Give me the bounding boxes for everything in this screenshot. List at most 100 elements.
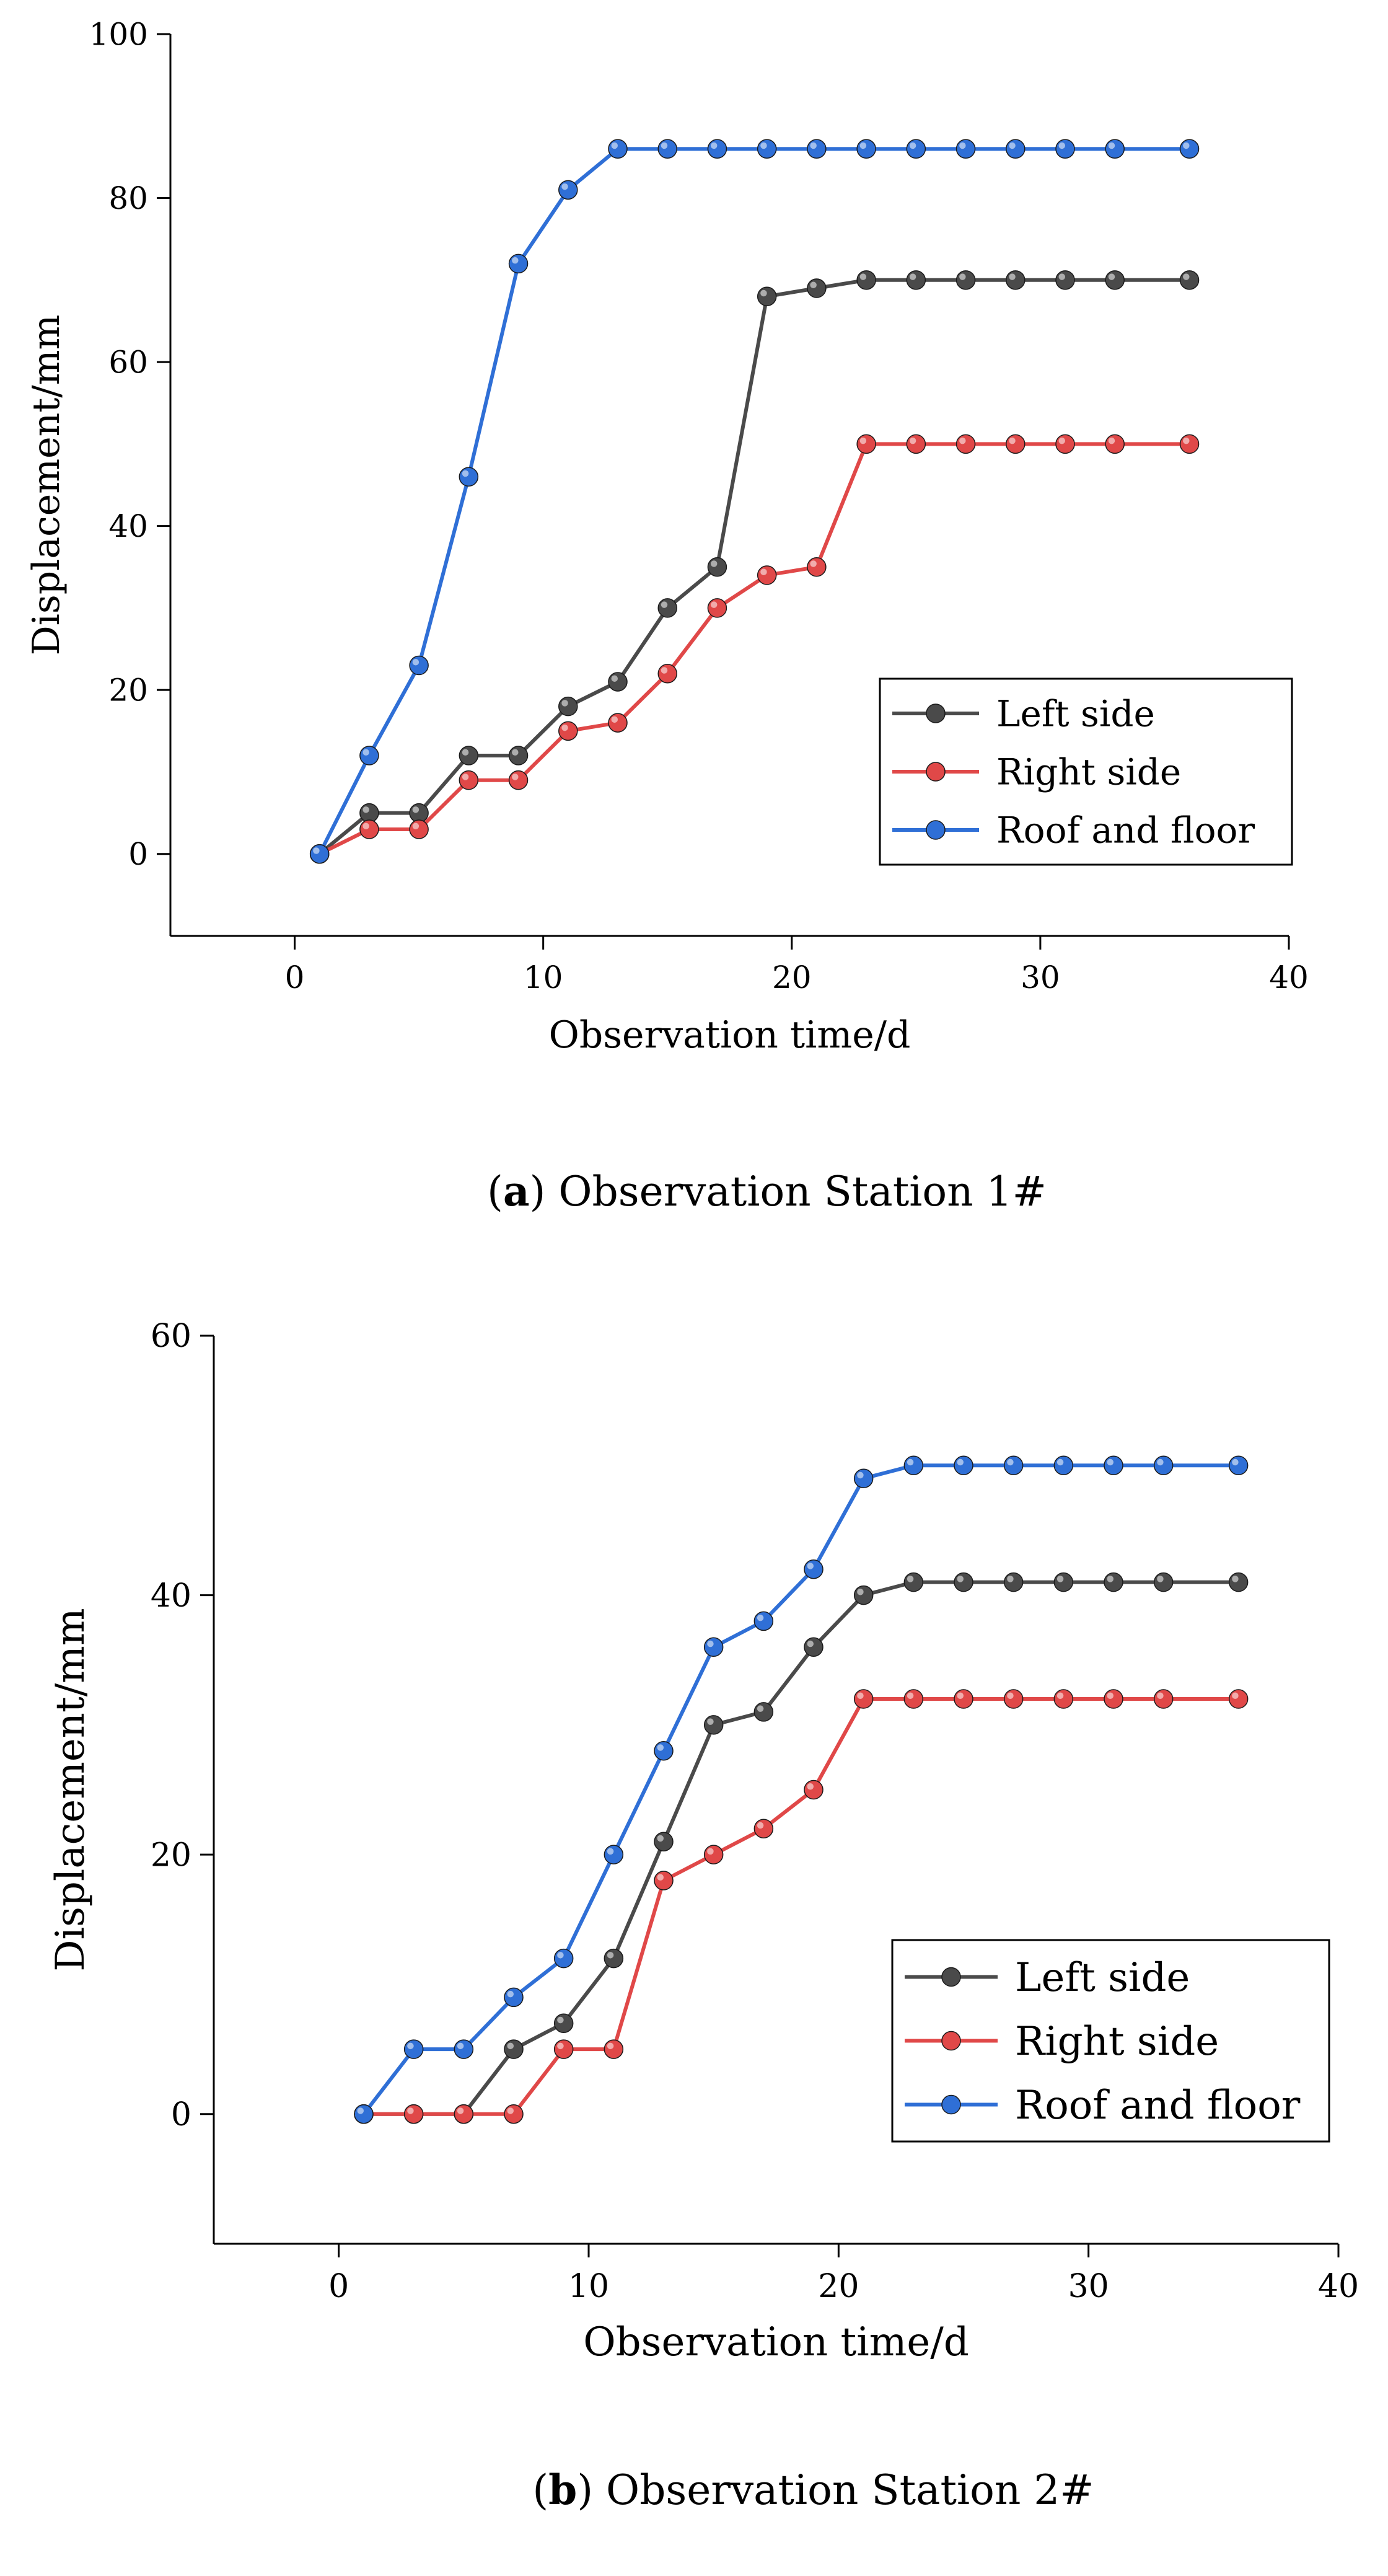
- data-point-right-side: [955, 434, 976, 454]
- data-point-highlight: [810, 281, 817, 289]
- data-point-highlight: [959, 437, 966, 444]
- data-point-highlight: [1056, 1458, 1064, 1466]
- y-tick-label: 40: [151, 1577, 191, 1615]
- data-point-highlight: [1056, 1576, 1064, 1582]
- data-point-highlight: [710, 142, 718, 149]
- data-point-roof-and-floor: [856, 139, 876, 159]
- legend-label: Right side: [1015, 2019, 1219, 2065]
- data-point-highlight: [857, 1589, 864, 1595]
- caption-text: ) Observation Station 2#: [577, 2466, 1094, 2514]
- data-point-roof-and-floor: [608, 139, 628, 159]
- data-point-highlight: [457, 2042, 464, 2050]
- data-point-left-side: [955, 270, 976, 290]
- data-point-highlight: [507, 1990, 514, 1998]
- chart-a: 0 10 20 30 40 0 20 40 60 80 100 Observation time/d D…: [25, 17, 1309, 1216]
- legend-marker: [926, 704, 946, 723]
- data-point-highlight: [661, 667, 668, 674]
- data-point-highlight: [1058, 142, 1065, 149]
- data-point-right-side: [1053, 1689, 1074, 1709]
- data-point-highlight: [1183, 273, 1190, 280]
- data-point-highlight: [611, 675, 618, 682]
- series-right-side: [309, 434, 1200, 864]
- data-point-left-side: [1053, 1572, 1074, 1592]
- data-point-roof-and-floor: [604, 1845, 624, 1864]
- data-point-roof-and-floor: [558, 180, 578, 200]
- data-point-highlight: [557, 1952, 564, 1959]
- caption-text: ) Observation Station 1#: [530, 1168, 1047, 1215]
- data-point-highlight: [462, 749, 469, 756]
- data-point-right-side: [703, 1845, 724, 1864]
- series-roof-and-floor: [309, 139, 1200, 864]
- data-point-left-side: [359, 803, 379, 823]
- data-point-highlight: [1232, 1692, 1239, 1699]
- data-point-right-side: [1153, 1689, 1174, 1709]
- data-point-highlight: [1157, 1692, 1164, 1699]
- data-point-highlight: [462, 774, 469, 780]
- data-point-roof-and-floor: [853, 1468, 874, 1488]
- data-point-highlight: [407, 2107, 414, 2114]
- data-point-roof-and-floor: [459, 467, 479, 487]
- data-point-highlight: [1183, 437, 1190, 444]
- x-tick-label: 0: [328, 2268, 349, 2305]
- data-point-highlight: [357, 2107, 364, 2114]
- data-point-left-side: [903, 1572, 924, 1592]
- data-point-highlight: [561, 183, 568, 190]
- data-point-roof-and-floor: [1055, 139, 1075, 159]
- data-point-highlight: [857, 1692, 864, 1699]
- data-point-highlight: [313, 847, 320, 854]
- data-point-highlight: [607, 2042, 614, 2050]
- data-point-highlight: [557, 2016, 564, 2024]
- data-point-roof-and-floor: [309, 844, 330, 864]
- y-tick-label: 100: [89, 17, 148, 53]
- data-point-roof-and-floor: [753, 1611, 774, 1631]
- data-point-highlight: [957, 1576, 964, 1582]
- data-point-highlight: [710, 560, 718, 567]
- data-point-highlight: [810, 142, 817, 149]
- data-point-left-side: [707, 557, 727, 577]
- data-point-highlight: [907, 1458, 914, 1466]
- y-axis-label: Displacement/mm: [48, 1608, 94, 1971]
- data-point-highlight: [957, 1458, 964, 1466]
- data-point-left-side: [1228, 1572, 1249, 1592]
- data-point-left-side: [804, 1637, 824, 1657]
- data-point-highlight: [507, 2107, 514, 2114]
- data-point-left-side: [807, 278, 827, 298]
- data-point-roof-and-floor: [403, 2039, 424, 2059]
- data-point-roof-and-floor: [1006, 139, 1026, 159]
- data-point-right-side: [1006, 434, 1026, 454]
- data-point-highlight: [757, 1614, 764, 1621]
- data-point-right-side: [1003, 1689, 1024, 1709]
- data-point-left-side: [1179, 270, 1200, 290]
- data-point-roof-and-floor: [1053, 1455, 1074, 1476]
- legend: Left side Right side Roof and floor: [879, 677, 1293, 866]
- data-point-right-side: [757, 565, 777, 585]
- data-point-roof-and-floor: [508, 254, 529, 274]
- y-tick-label: 60: [151, 1318, 191, 1355]
- data-point-highlight: [412, 659, 419, 666]
- data-point-highlight: [1157, 1458, 1164, 1466]
- data-point-highlight: [561, 724, 568, 731]
- data-point-left-side: [1105, 270, 1125, 290]
- x-axis-label: Observation time/d: [583, 2319, 969, 2365]
- data-point-right-side: [558, 721, 578, 741]
- data-point-highlight: [760, 568, 767, 575]
- legend-marker: [941, 2031, 961, 2051]
- data-point-highlight: [807, 1563, 814, 1569]
- x-tick-label: 10: [568, 2268, 609, 2305]
- data-point-highlight: [907, 1692, 914, 1699]
- data-point-right-side: [906, 434, 926, 454]
- data-point-left-side: [1055, 270, 1075, 290]
- data-point-left-side: [1006, 270, 1026, 290]
- x-axis-label: Observation time/d: [549, 1013, 911, 1057]
- data-point-right-side: [856, 434, 876, 454]
- data-point-roof-and-floor: [955, 139, 976, 159]
- data-point-right-side: [1104, 1689, 1123, 1709]
- data-point-highlight: [807, 1640, 814, 1647]
- data-point-right-side: [1228, 1689, 1249, 1709]
- data-point-left-side: [553, 2013, 574, 2033]
- data-point-right-side: [954, 1689, 973, 1709]
- data-point-roof-and-floor: [804, 1559, 824, 1579]
- legend-label: Roof and floor: [996, 809, 1255, 851]
- data-point-roof-and-floor: [654, 1740, 674, 1761]
- data-point-highlight: [1058, 437, 1065, 444]
